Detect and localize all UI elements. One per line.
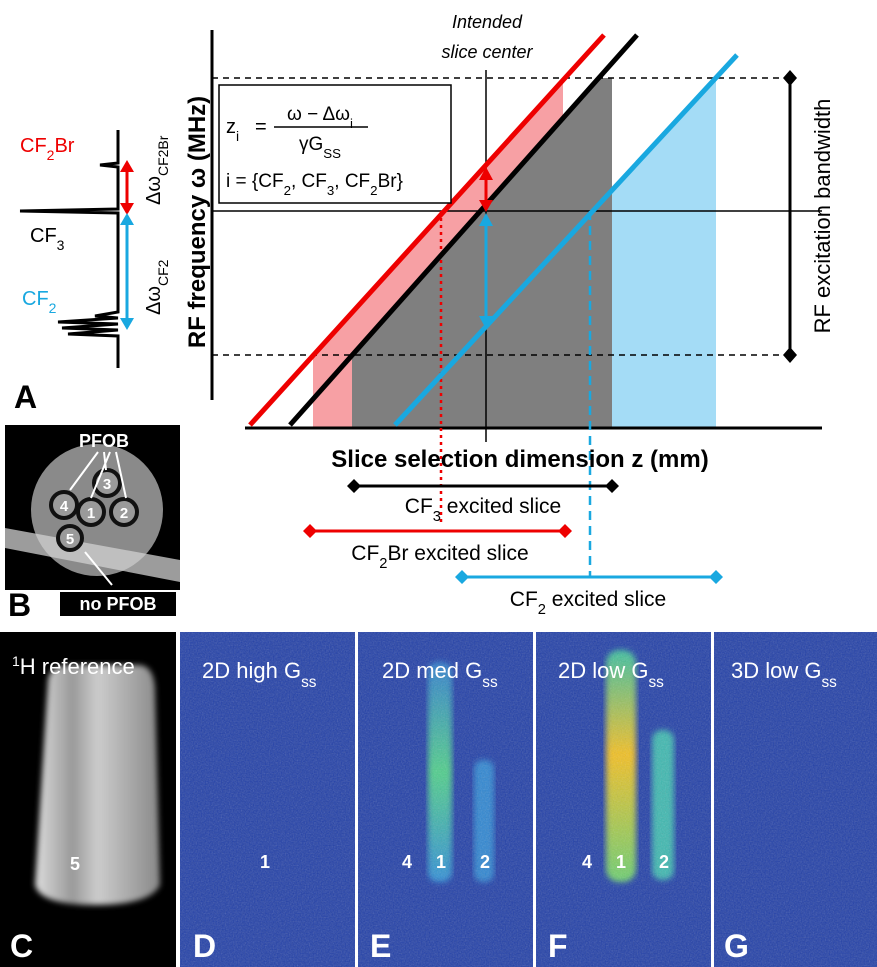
pointer-arrow (84, 551, 113, 586)
equation-equals: = (255, 116, 267, 138)
phantom-image: 1 2 3 4 5 PFOB no PFOB (5, 425, 180, 614)
peak-label: CF3 (30, 225, 65, 253)
cf2-line (393, 53, 739, 427)
pointer-arrows (69, 451, 127, 499)
tube-label: 1 (436, 852, 446, 872)
tube-label: 2 (480, 852, 490, 872)
y-axis-label: RF frequency ω (MHz) (184, 96, 211, 348)
arrow-head (120, 213, 134, 330)
x-axis-label: Slice selection dimension z (mm) (331, 446, 708, 473)
equation-set: i = {CF2, CF3, CF2Br} (226, 171, 403, 198)
offset-label: ΔωCF2Br (143, 135, 171, 205)
tube-label: 1 (260, 852, 270, 872)
annotation: slice center (441, 42, 533, 62)
cf3-line (288, 33, 639, 427)
slice-label: CF3 excited slice (405, 495, 561, 525)
panel-f: 2D low Gss 4 1 2 F (536, 632, 711, 967)
tube-label: 3 (103, 476, 111, 493)
label-background (60, 592, 176, 616)
pfob-label: PFOB (79, 431, 129, 451)
spectrum-trace (19, 130, 120, 368)
tube (49, 490, 79, 520)
panel-title: 2D high Gss (202, 658, 317, 691)
panel-letter: D (193, 928, 216, 964)
phantom-image (35, 665, 160, 905)
tube (109, 497, 139, 527)
tube-labels: 1 2 3 4 5 (60, 476, 128, 548)
panel-title: 1H reference (12, 653, 135, 679)
spectrum: CF2Br CF3 CF2 ΔωCF2Br ΔωCF2 (19, 130, 171, 368)
arrow-head (120, 160, 134, 215)
image-noise (358, 632, 533, 967)
panel-letter: A (14, 379, 37, 415)
annotation: Intended (452, 12, 523, 32)
panel-letter: B (8, 587, 31, 623)
tube-label: 5 (70, 854, 80, 874)
panel-letter: G (724, 928, 749, 964)
peak-label: CF2 (22, 288, 57, 316)
slice-label: CF2 excited slice (510, 588, 666, 618)
arrow-head (479, 167, 493, 212)
panel-title: 2D low Gss (558, 658, 664, 691)
panel-g: 3D low Gss G (714, 632, 877, 967)
equation-lhs: zi (226, 116, 239, 144)
tube-label: 1 (87, 505, 95, 522)
slice-plot: zi = ω − Δωi γGSS i = {CF2, CF3, CF2Br} … (184, 12, 835, 618)
slice-band (5, 528, 180, 582)
image-noise (180, 632, 355, 967)
panel-d: 2D high Gss 1 D (180, 632, 355, 967)
arrow-head (479, 213, 493, 329)
offset-label: ΔωCF2 (143, 259, 171, 315)
tube-label: 4 (582, 852, 592, 872)
image-noise (714, 632, 877, 967)
cf2br-line (248, 33, 606, 427)
tube-label: 2 (659, 852, 669, 872)
cf3-region (352, 78, 612, 428)
tube-label: 1 (616, 852, 626, 872)
bandwidth-label: RF excitation bandwidth (810, 99, 835, 334)
slice-label: CF2Br excited slice (351, 542, 528, 572)
tube-label: 4 (60, 498, 69, 515)
tube-label: 5 (66, 531, 74, 548)
tube-label: 2 (120, 505, 128, 522)
panel-title: 3D low Gss (731, 658, 837, 691)
tube (76, 497, 106, 527)
panel-letter: E (370, 928, 391, 964)
panel-letter: F (548, 928, 568, 964)
panel-e: 2D med Gss 4 1 2 E (358, 632, 533, 967)
equation-box (218, 84, 452, 204)
tube (56, 524, 84, 552)
panel-letter: C (10, 928, 33, 964)
peak-label: CF2Br (20, 135, 75, 163)
panel-title: 2D med Gss (382, 658, 498, 691)
panel-c: 1H reference 5 C (0, 632, 176, 967)
tube-label: 4 (402, 852, 412, 872)
equation-numerator: ω − Δωi (287, 104, 353, 131)
image-noise (536, 632, 711, 967)
equation-denominator: γGSS (299, 134, 341, 161)
no-pfob-label: no PFOB (80, 594, 157, 614)
